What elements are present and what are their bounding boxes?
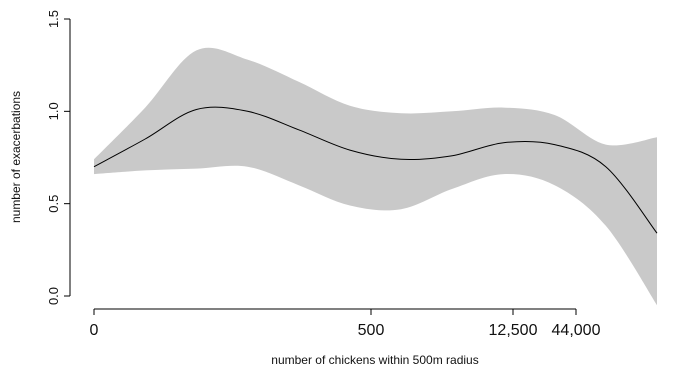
x-tick-label: 500 xyxy=(358,322,385,339)
x-axis-label: number of chickens within 500m radius xyxy=(271,353,478,367)
y-tick-label: 0.0 xyxy=(46,287,61,305)
y-tick-label: 0.5 xyxy=(46,195,61,213)
fit-line xyxy=(93,106,658,234)
x-tick-label: 0 xyxy=(90,322,99,339)
y-axis-label: number of exacerbations xyxy=(9,91,23,223)
y-tick-label: 1.5 xyxy=(46,10,61,28)
fit-line-layer xyxy=(93,106,658,234)
axes: 0.0 0.5 1.0 1.5 0 500 12,500 44,000 xyxy=(46,10,601,339)
confidence-band-layer xyxy=(94,47,657,306)
y-tick-label: 1.0 xyxy=(46,102,61,120)
confidence-band xyxy=(94,47,657,306)
x-tick-label: 12,500 xyxy=(489,322,538,339)
x-tick-label: 44,000 xyxy=(552,322,601,339)
